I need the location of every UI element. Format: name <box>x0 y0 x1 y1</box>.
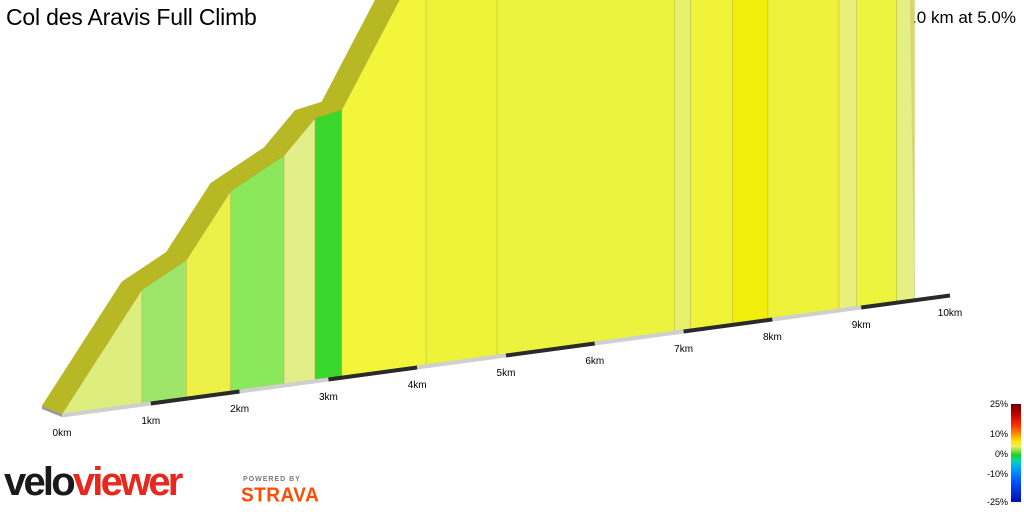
strava-logo: STRAVA <box>241 484 320 507</box>
km-tick-label: 10km <box>938 308 962 319</box>
km-road-segment <box>239 377 329 394</box>
powered-by-label: POWERED BY <box>243 476 301 483</box>
km-tick-label: 8km <box>763 332 782 343</box>
profile-segment <box>425 0 498 366</box>
legend-tick-min: -25% <box>986 497 1008 507</box>
veloviewer-logo: veloviewer <box>4 460 184 510</box>
profile-segment <box>61 288 143 415</box>
profile-end-cap <box>909 0 915 299</box>
km-road-segment <box>150 389 240 406</box>
km-tick-label: 6km <box>585 356 604 367</box>
km-tick-label: 4km <box>408 380 427 391</box>
legend-tick-0: 0% <box>994 449 1008 459</box>
profile-segment <box>283 117 316 385</box>
km-tick-label: 9km <box>852 320 871 331</box>
legend-tick-max: 25% <box>989 399 1008 409</box>
km-road-segment <box>860 293 951 310</box>
km-road-segment <box>772 305 862 322</box>
km-tick-label: 2km <box>230 404 249 415</box>
profile-segment <box>732 0 769 324</box>
km-road-segment <box>594 329 684 346</box>
gradient-scale-bar <box>1011 404 1021 502</box>
climb-summary: 10.0 km at 5.0% <box>893 8 1016 27</box>
logo-viewer-text: viewer <box>72 460 184 504</box>
km-tick-label: 1km <box>141 416 160 427</box>
gradient-color-legend: 25% 10% 0% -10% -25% <box>986 398 1024 510</box>
profile-segment <box>838 0 858 310</box>
km-road-segment <box>505 341 596 358</box>
km-road-segment <box>61 401 152 418</box>
logo-velo-text: velo <box>4 460 76 504</box>
legend-tick-10: 10% <box>989 429 1008 439</box>
profile-segment <box>674 0 692 332</box>
km-road-segment <box>683 317 773 334</box>
legend-tick-neg10: -10% <box>986 469 1008 479</box>
profile-segment <box>230 155 285 392</box>
km-tick-label: 5km <box>497 368 516 379</box>
profile-segment <box>690 0 733 330</box>
profile-segment <box>314 109 343 381</box>
km-road-segment <box>416 353 507 370</box>
profile-segment <box>496 0 676 356</box>
profile-start-cap <box>42 406 62 417</box>
km-road-segment <box>328 365 418 382</box>
page-title: Col des Aravis Full Climb <box>6 4 257 30</box>
profile-segment <box>767 0 840 319</box>
profile-segment <box>856 0 898 307</box>
km-tick-label: 0km <box>53 428 72 439</box>
km-tick-label: 3km <box>319 392 338 403</box>
km-tick-label: 7km <box>674 344 693 355</box>
